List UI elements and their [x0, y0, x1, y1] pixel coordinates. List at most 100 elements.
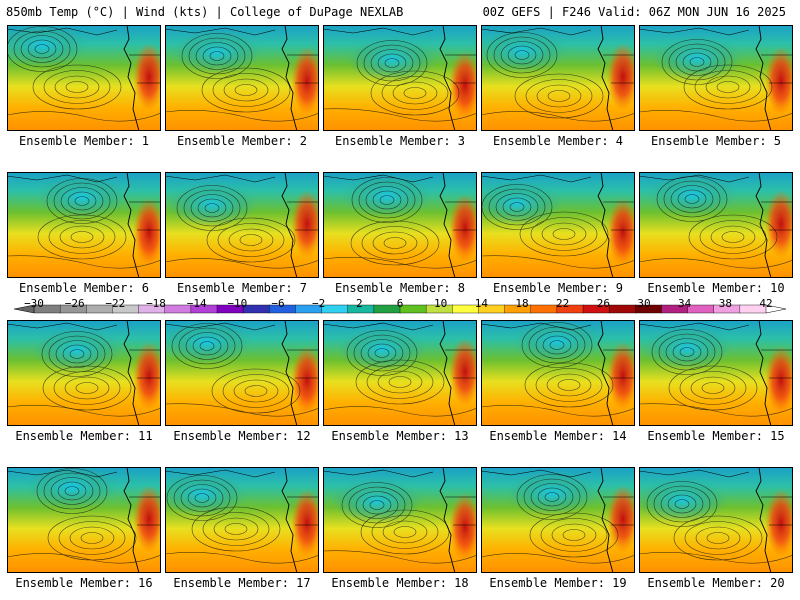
ensemble-member-label: Ensemble Member: 19	[489, 576, 627, 590]
ensemble-member-label: Ensemble Member: 20	[647, 576, 785, 590]
temperature-map	[165, 467, 319, 573]
coastline	[281, 172, 298, 278]
ensemble-panel	[481, 25, 635, 131]
ensemble-member-label: Ensemble Member: 4	[492, 134, 624, 148]
colorbar-tick-label: 34	[678, 297, 692, 310]
temperature-map	[323, 467, 477, 573]
colorbar-tick-label: −30	[24, 297, 44, 310]
colorbar-tick-label: 14	[474, 297, 488, 310]
temperature-map	[639, 172, 793, 278]
colorbar-tick-label: 38	[718, 297, 732, 310]
temperature-map	[323, 172, 477, 278]
ensemble-panel	[639, 320, 793, 426]
temperature-map	[165, 320, 319, 426]
temperature-map	[481, 172, 635, 278]
colorbar-tick-label: −6	[271, 297, 285, 310]
coastline	[281, 467, 298, 573]
coastline	[597, 172, 614, 278]
colorbar-swatch	[687, 304, 715, 314]
ensemble-member-label: Ensemble Member: 6	[18, 281, 150, 295]
coastline	[755, 25, 772, 131]
ensemble-member-label: Ensemble Member: 15	[647, 429, 785, 443]
ensemble-member-label: Ensemble Member: 13	[331, 429, 469, 443]
colorbar-tick-label: 6	[396, 297, 404, 310]
colorbar-tick-label: 30	[637, 297, 651, 310]
temperature-map	[7, 172, 161, 278]
ensemble-member-label: Ensemble Member: 2	[176, 134, 308, 148]
coastline	[755, 172, 772, 278]
temperature-map	[323, 25, 477, 131]
temperature-map	[481, 467, 635, 573]
colorbar-tick-label: −10	[227, 297, 248, 310]
colorbar-swatch	[321, 304, 349, 314]
ensemble-panel	[323, 467, 477, 573]
ensemble-member-label: Ensemble Member: 1	[18, 134, 150, 148]
colorbar-tick-label: 10	[434, 297, 448, 310]
ensemble-panel	[481, 172, 635, 278]
ensemble-panel	[323, 320, 477, 426]
temperature-map	[639, 320, 793, 426]
ensemble-panel	[7, 172, 161, 278]
temperature-map	[323, 320, 477, 426]
ensemble-member-label: Ensemble Member: 14	[489, 429, 627, 443]
ensemble-panel	[165, 25, 319, 131]
temperature-map	[639, 467, 793, 573]
ensemble-panel	[165, 467, 319, 573]
coastline	[439, 467, 456, 573]
coastline	[439, 320, 456, 426]
colorbar-tick-label: 42	[759, 297, 773, 310]
colorbar-swatch	[399, 304, 427, 314]
ensemble-member-label: Ensemble Member: 9	[492, 281, 624, 295]
coastline	[123, 25, 140, 131]
coastline	[597, 25, 614, 131]
temperature-colorbar	[13, 304, 787, 314]
temperature-map	[7, 467, 161, 573]
colorbar-left-arrow	[13, 304, 35, 314]
ensemble-member-label: Ensemble Member: 3	[334, 134, 466, 148]
coastline	[123, 320, 140, 426]
ensemble-panel	[323, 172, 477, 278]
ensemble-member-label: Ensemble Member: 18	[331, 576, 469, 590]
coastline	[281, 25, 298, 131]
colorbar-tick-label: 22	[556, 297, 570, 310]
ensemble-panel	[7, 320, 161, 426]
coastline	[123, 172, 140, 278]
coastline	[439, 25, 456, 131]
coastline	[755, 320, 772, 426]
colorbar-swatch	[530, 304, 558, 314]
ensemble-panel	[481, 320, 635, 426]
temperature-map	[165, 172, 319, 278]
ensemble-panel	[323, 25, 477, 131]
ensemble-member-label: Ensemble Member: 7	[176, 281, 308, 295]
ensemble-panel	[7, 25, 161, 131]
coastline	[123, 467, 140, 573]
temperature-map	[481, 320, 635, 426]
coastline	[755, 467, 772, 573]
coastline	[597, 467, 614, 573]
coastline	[281, 320, 298, 426]
ensemble-panel	[639, 172, 793, 278]
colorbar-tick-label: −22	[105, 297, 126, 310]
colorbar-tick-label: −26	[64, 297, 85, 310]
colorbar-swatch	[608, 304, 636, 314]
temperature-map	[639, 25, 793, 131]
colorbar-tick-label: 18	[515, 297, 529, 310]
ensemble-member-label: Ensemble Member: 16	[15, 576, 153, 590]
ensemble-panel	[7, 467, 161, 573]
ensemble-member-label: Ensemble Member: 12	[173, 429, 311, 443]
temperature-map	[7, 25, 161, 131]
ensemble-member-label: Ensemble Member: 10	[647, 281, 785, 295]
ensemble-member-label: Ensemble Member: 17	[173, 576, 311, 590]
temperature-map	[7, 320, 161, 426]
colorbar-tick-label: −2	[312, 297, 326, 310]
ensemble-member-label: Ensemble Member: 8	[334, 281, 466, 295]
ensemble-panel	[165, 172, 319, 278]
ensemble-member-label: Ensemble Member: 11	[15, 429, 153, 443]
colorbar-tick-label: 2	[356, 297, 363, 310]
colorbar-right-arrow	[765, 304, 787, 314]
header-right-title: 00Z GEFS | F246 Valid: 06Z MON JUN 16 20…	[482, 5, 786, 19]
ensemble-panel	[165, 320, 319, 426]
colorbar-tick-label: 26	[596, 297, 610, 310]
temperature-map	[481, 25, 635, 131]
colorbar-tick-label: −14	[186, 297, 207, 310]
